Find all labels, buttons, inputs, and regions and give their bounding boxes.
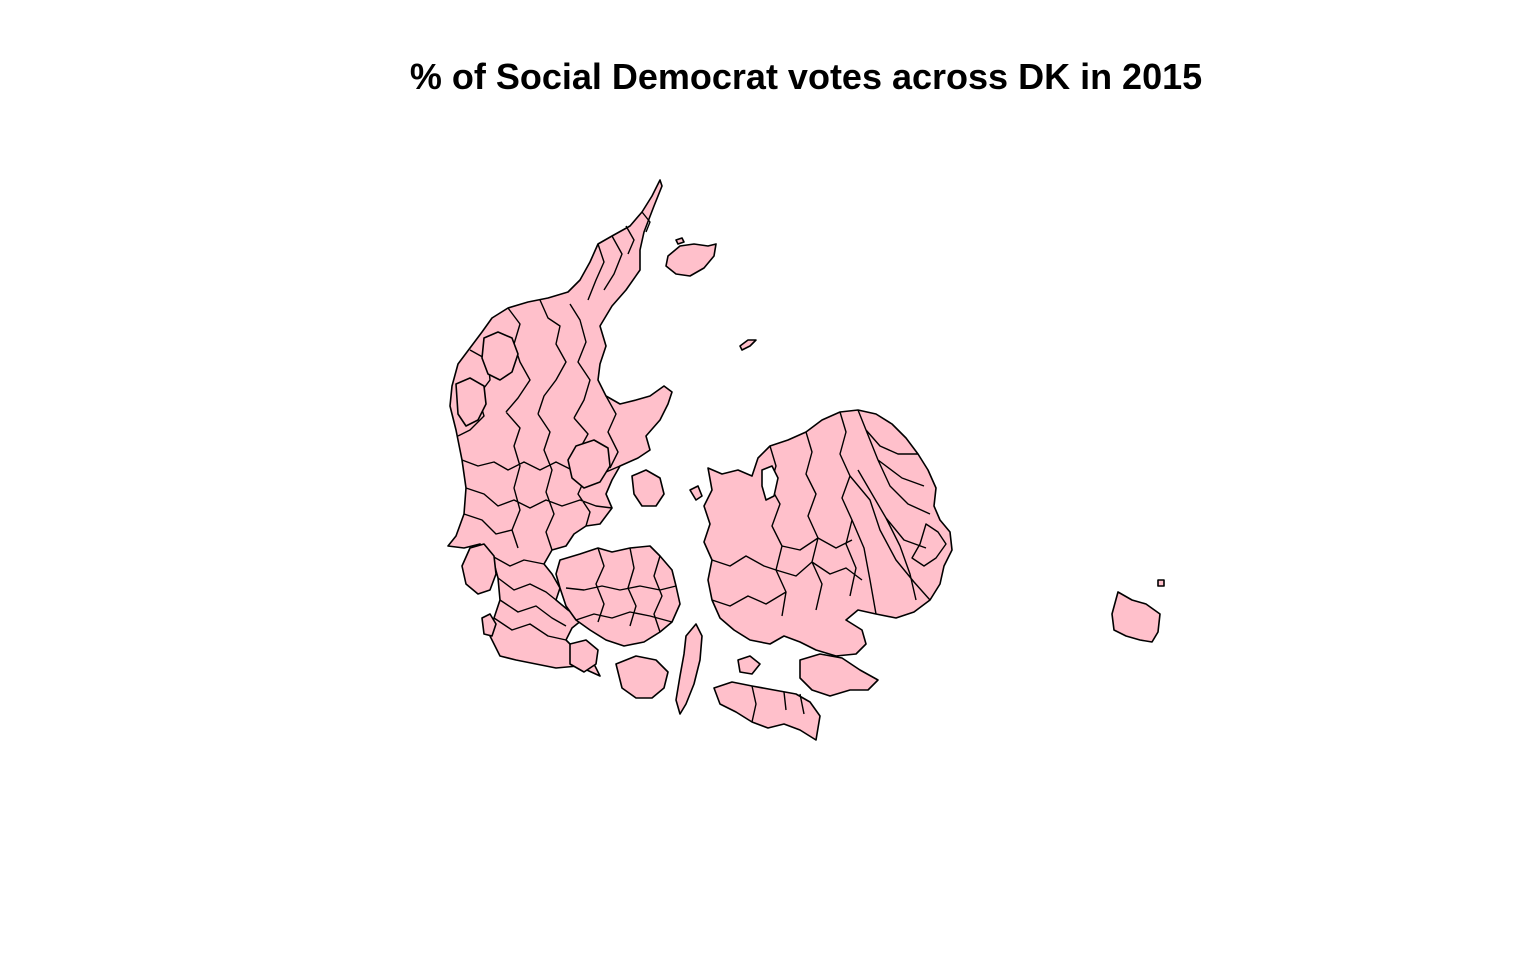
island-romo [481, 613, 497, 637]
islet-east-jutland [631, 469, 665, 507]
island-anholt [739, 339, 757, 351]
island-lolland [713, 681, 821, 741]
island-langeland [675, 623, 703, 715]
island-laeso [665, 243, 717, 277]
lolland-borders [751, 685, 805, 723]
region-mors [481, 331, 519, 381]
island-bornholm [1111, 591, 1161, 643]
funen-borders [565, 547, 677, 633]
island-fano [461, 543, 497, 595]
island-falster-mon [799, 653, 879, 697]
isefjord [761, 465, 779, 501]
islet-south-zealand [737, 655, 761, 675]
island-samso [689, 485, 703, 501]
island-laeso-small [675, 237, 685, 245]
island-als [569, 639, 599, 673]
island-christianso [1157, 579, 1165, 587]
region-himmerland-lake [567, 439, 611, 489]
island-aero [615, 655, 669, 699]
skagen-detail [625, 211, 651, 255]
map-title: % of Social Democrat votes across DK in … [409, 56, 1203, 97]
zealand-borders [711, 409, 931, 617]
region-west-limfjord [455, 377, 487, 427]
region-zealand [703, 409, 953, 657]
copenhagen-detail [911, 523, 947, 567]
